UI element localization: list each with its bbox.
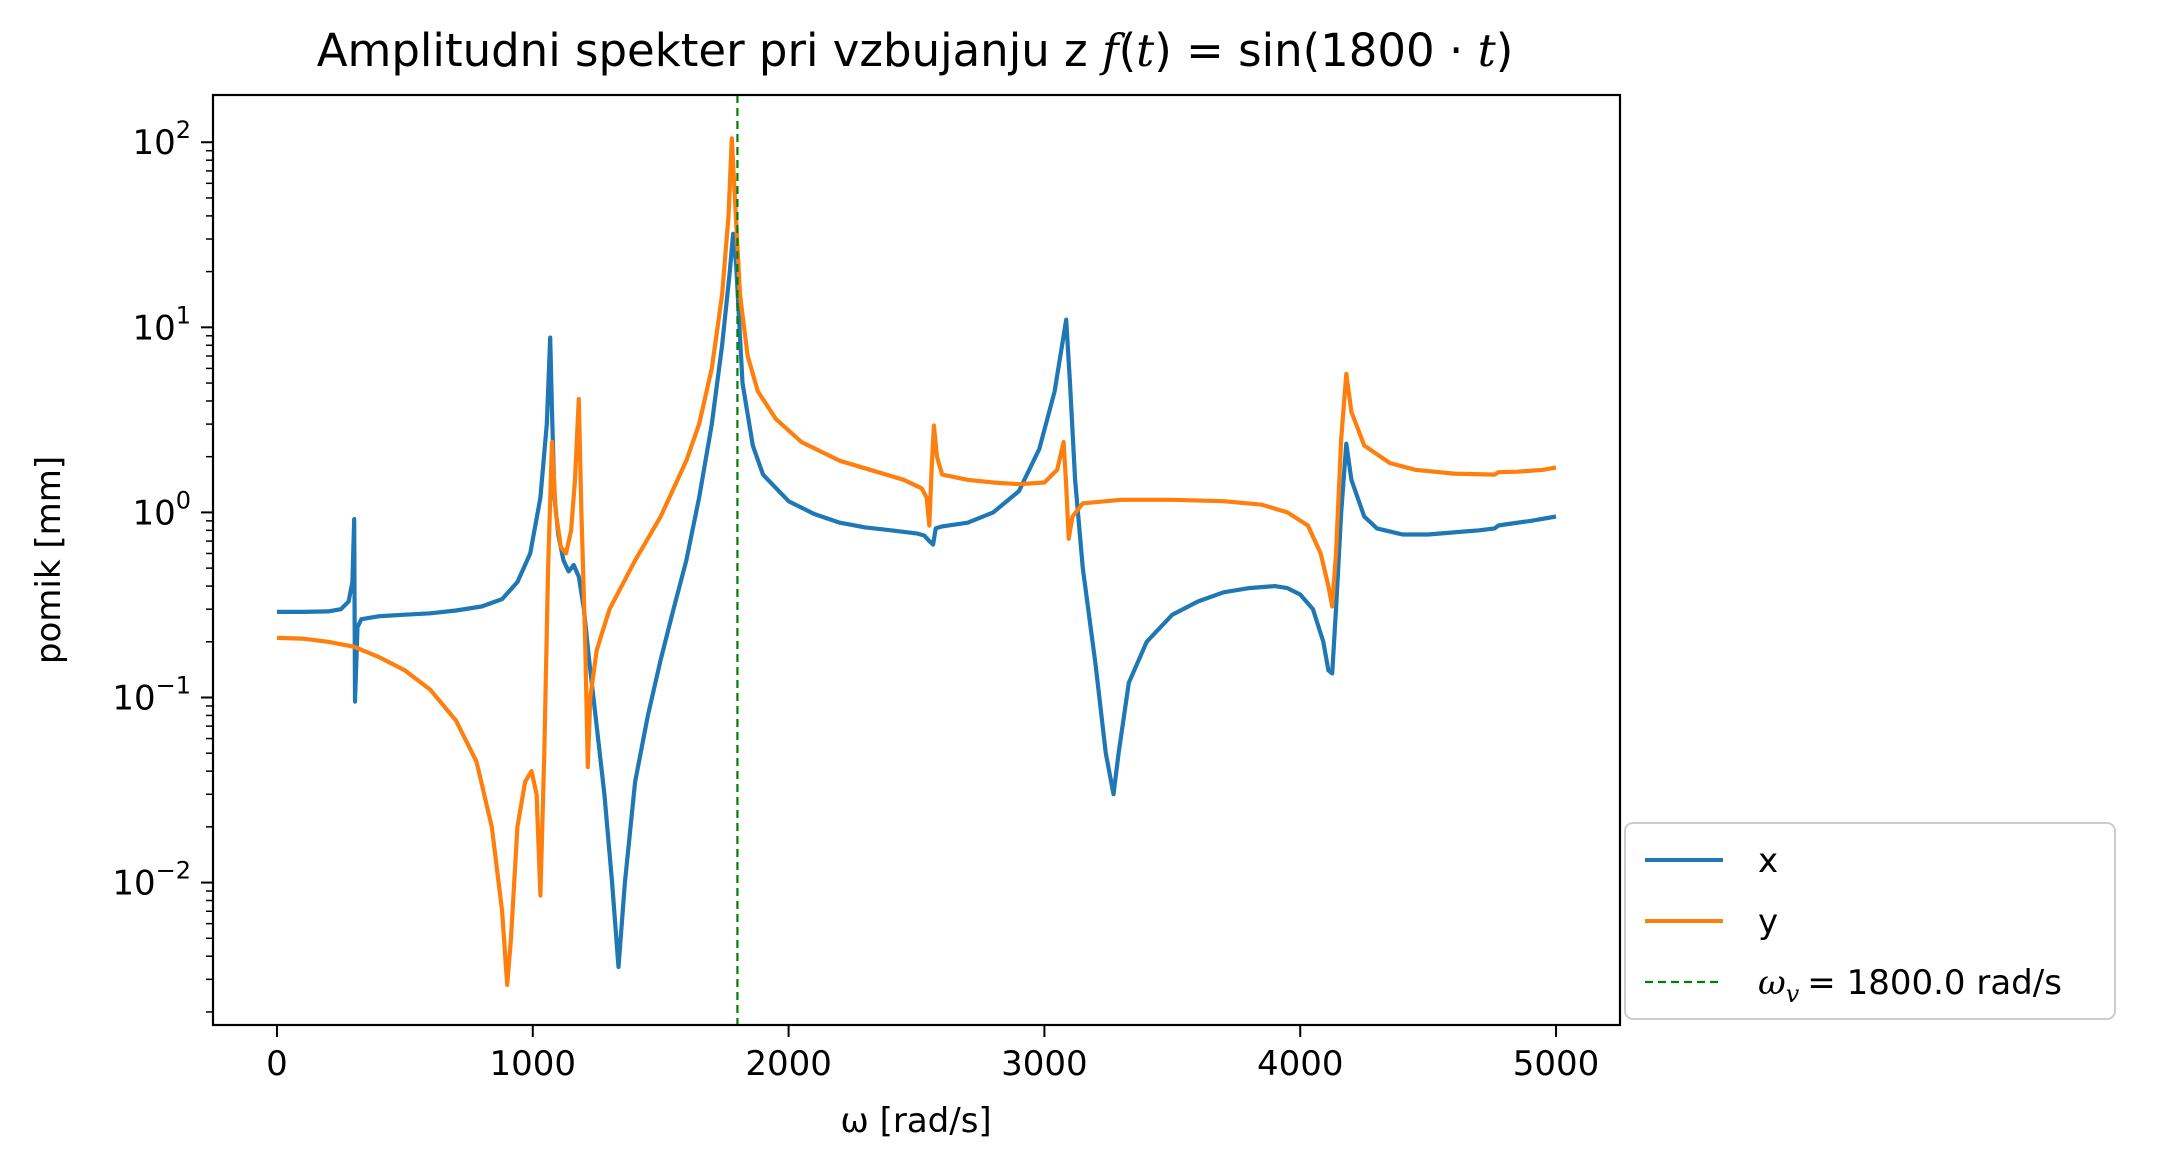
x-tick-label: 1000 bbox=[490, 1044, 577, 1084]
y-axis-label: pomik [mm] bbox=[29, 456, 69, 664]
x-axis: 0 1000 2000 3000 4000 5000 bbox=[266, 1025, 1599, 1084]
y-tick-label: 10−2 bbox=[112, 857, 191, 904]
y-tick-label: 102 bbox=[132, 116, 191, 163]
legend-label-y: y bbox=[1758, 902, 1778, 942]
legend-label-reference: ωv = 1800.0 rad/s bbox=[1758, 963, 2062, 1008]
y-tick-label: 10−1 bbox=[112, 671, 191, 718]
x-tick-label: 5000 bbox=[1513, 1044, 1600, 1084]
legend-label-x: x bbox=[1758, 841, 1778, 881]
series-layer bbox=[276, 136, 1557, 987]
legend: x y ωv = 1800.0 rad/s bbox=[1624, 822, 2116, 1020]
y-axis: 10−2 10−1 100 101 102 bbox=[112, 116, 213, 1013]
y-tick-label: 100 bbox=[132, 486, 191, 533]
legend-box bbox=[1624, 822, 2116, 1020]
x-tick-label: 3000 bbox=[1001, 1044, 1088, 1084]
chart-title: Amplitudni spekter pri vzbujanju z f(t) … bbox=[317, 24, 1514, 77]
x-tick-label: 2000 bbox=[745, 1044, 832, 1084]
series-line-y bbox=[276, 136, 1557, 987]
x-tick-label: 0 bbox=[266, 1044, 288, 1084]
plot-frame bbox=[211, 93, 1622, 1027]
plot-area bbox=[213, 95, 1620, 1025]
x-axis-label: ω [rad/s] bbox=[840, 1101, 991, 1141]
x-tick-label: 4000 bbox=[1257, 1044, 1344, 1084]
series-line-x bbox=[277, 231, 1557, 970]
y-tick-label: 101 bbox=[132, 301, 191, 348]
